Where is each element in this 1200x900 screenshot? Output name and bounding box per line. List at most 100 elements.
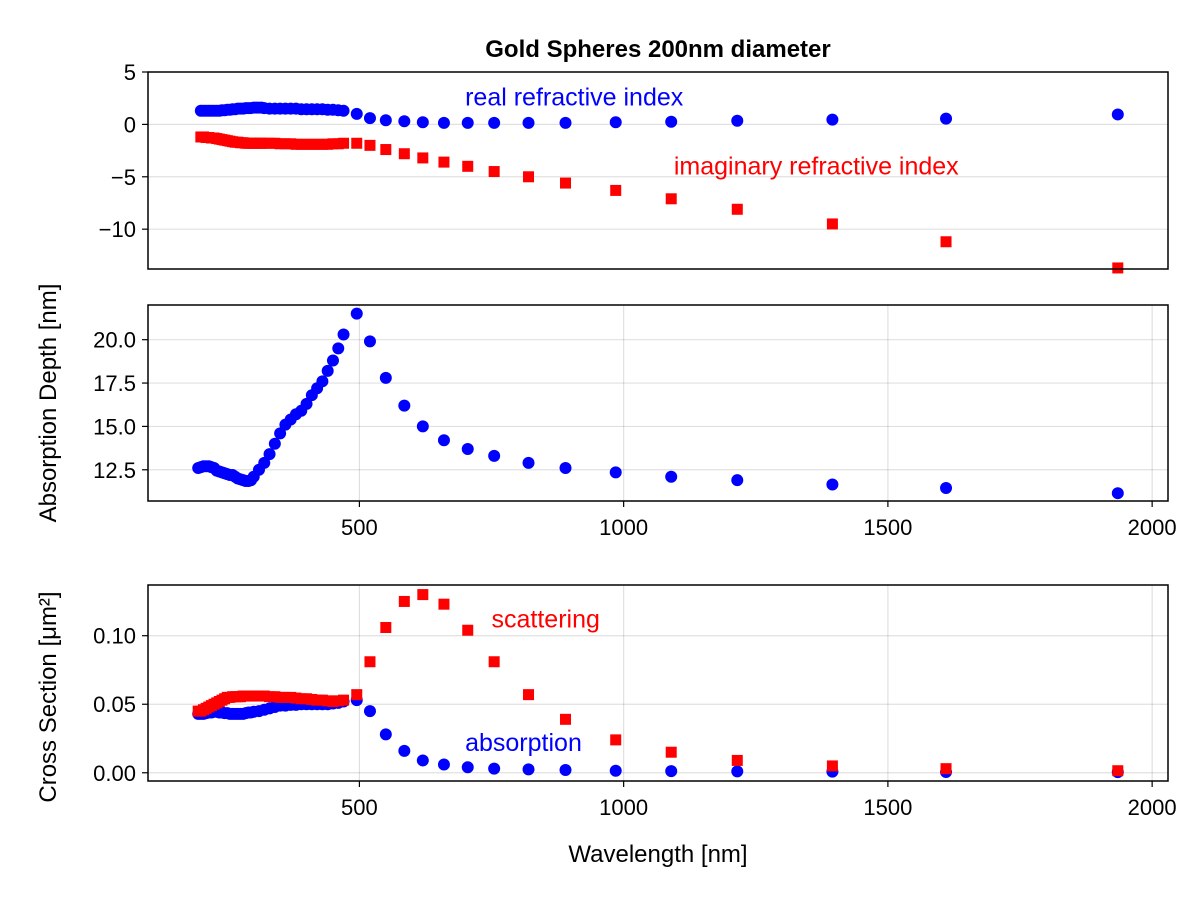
data-point-square bbox=[610, 734, 622, 746]
data-point-circle bbox=[379, 371, 392, 384]
data-point-circle bbox=[437, 116, 450, 129]
data-point-circle bbox=[416, 116, 429, 129]
absorption-depth-panel: 20.0 17.5 15.0 12.5 500 1000 1500 2000 Absorpti… bbox=[35, 284, 1177, 540]
data-point-square bbox=[380, 621, 392, 633]
data-point-circle bbox=[316, 375, 329, 388]
data-point-circle bbox=[559, 462, 572, 475]
data-point-circle bbox=[326, 354, 339, 367]
data-point-circle bbox=[437, 758, 450, 771]
cross-section-panel: 0.10 0.05 0.00 500 1000 1500 2000 scattering ab… bbox=[35, 584, 1177, 820]
data-point-circle bbox=[350, 107, 363, 120]
data-point-circle bbox=[488, 762, 501, 775]
x-tick-label: 1000 bbox=[599, 515, 648, 540]
data-point-circle bbox=[268, 437, 281, 450]
y-tick-label: 0.00 bbox=[93, 761, 136, 786]
y-tick-label: 20.0 bbox=[93, 328, 136, 353]
data-point-circle bbox=[300, 397, 313, 410]
data-point-circle bbox=[665, 115, 678, 128]
annotation-label: absorption bbox=[465, 729, 582, 757]
y-tick-label: 17.5 bbox=[93, 371, 136, 396]
data-point-square bbox=[731, 203, 743, 215]
data-point-square bbox=[364, 139, 376, 151]
data-point-circle bbox=[609, 466, 622, 479]
data-point-square bbox=[417, 152, 429, 164]
tick-labels: 20.0 17.5 15.0 12.5 500 1000 1500 2000 bbox=[93, 328, 1176, 540]
chart-title: Gold Spheres 200nm diameter bbox=[485, 36, 830, 63]
data-point-square bbox=[398, 595, 410, 607]
data-point-square bbox=[438, 156, 450, 168]
data-point-circle bbox=[826, 478, 839, 491]
annotation-label: imaginary refractive index bbox=[674, 153, 959, 181]
annotations: real refractive index imaginary refractiv… bbox=[465, 84, 959, 181]
tick-labels: 5 0 −5 −10 bbox=[99, 60, 148, 242]
data-point-circle bbox=[350, 307, 363, 320]
plot-frame bbox=[147, 304, 1169, 502]
data-point-circle bbox=[437, 434, 450, 447]
grid-lines bbox=[148, 585, 1168, 781]
grid-lines bbox=[148, 123, 1168, 230]
data-point-circle bbox=[1111, 108, 1124, 121]
data-point-circle bbox=[263, 448, 276, 461]
data-point-circle bbox=[398, 744, 411, 757]
data-point-circle bbox=[488, 449, 501, 462]
plot-frame bbox=[147, 584, 1169, 782]
data-point-circle bbox=[379, 114, 392, 127]
data-point-circle bbox=[940, 481, 953, 494]
data-point-circle bbox=[363, 335, 376, 348]
x-tick-label: 1500 bbox=[863, 515, 912, 540]
data-point-circle bbox=[258, 456, 271, 469]
data-point-square bbox=[560, 177, 572, 189]
data-point-circle bbox=[665, 470, 678, 483]
y-tick-label: 0.05 bbox=[93, 692, 136, 717]
data-point-square bbox=[462, 160, 474, 172]
data-point-circle bbox=[731, 114, 744, 127]
data-point-circle bbox=[940, 112, 953, 125]
data-point-circle bbox=[398, 399, 411, 412]
annotation-label: scattering bbox=[492, 605, 600, 633]
data-point-square bbox=[1112, 262, 1124, 274]
data-point-square bbox=[665, 746, 677, 758]
y-axis-label: Absorption Depth [nm] bbox=[35, 284, 62, 523]
data-point-circle bbox=[731, 474, 744, 487]
data-point-square bbox=[665, 193, 677, 205]
data-point-square bbox=[338, 137, 350, 149]
data-point-square bbox=[438, 598, 450, 610]
x-tick-label: 2000 bbox=[1128, 795, 1177, 820]
data-point-square bbox=[338, 694, 350, 706]
data-point-circle bbox=[522, 116, 535, 129]
data-point-square bbox=[488, 656, 500, 668]
data-point-circle bbox=[416, 754, 429, 767]
data-point-circle bbox=[609, 116, 622, 129]
data-point-circle bbox=[826, 113, 839, 126]
data-point-circle bbox=[559, 116, 572, 129]
x-tick-label: 500 bbox=[341, 515, 378, 540]
data-point-circle bbox=[363, 112, 376, 125]
y-tick-label: 0 bbox=[124, 112, 136, 137]
data-point-square bbox=[488, 166, 500, 178]
data-point-circle bbox=[363, 705, 376, 718]
y-tick-label: 0.10 bbox=[93, 624, 136, 649]
plot-frame bbox=[147, 71, 1169, 270]
x-tick-label: 500 bbox=[341, 795, 378, 820]
data-point-circle bbox=[488, 116, 501, 129]
data-point-square bbox=[560, 713, 572, 725]
data-point-circle bbox=[609, 764, 622, 777]
data-point-square bbox=[523, 689, 535, 701]
annotation-label: real refractive index bbox=[465, 84, 684, 112]
data-point-square bbox=[380, 144, 392, 156]
data-point-square bbox=[731, 754, 743, 766]
y-axis-label: Cross Section [μm²] bbox=[35, 591, 62, 802]
data-point-circle bbox=[398, 115, 411, 128]
data-point-circle bbox=[559, 764, 572, 777]
data-point-circle bbox=[321, 364, 334, 377]
x-axis-label: Wavelength [nm] bbox=[568, 841, 747, 868]
x-tick-label: 1000 bbox=[599, 795, 648, 820]
data-point-circle bbox=[1111, 487, 1124, 500]
data-point-circle bbox=[337, 104, 350, 117]
data-point-circle bbox=[461, 116, 474, 129]
data-point-circle bbox=[332, 342, 345, 355]
data-point-square bbox=[417, 589, 429, 601]
data-point-circle bbox=[461, 761, 474, 774]
x-tick-label: 2000 bbox=[1128, 515, 1177, 540]
